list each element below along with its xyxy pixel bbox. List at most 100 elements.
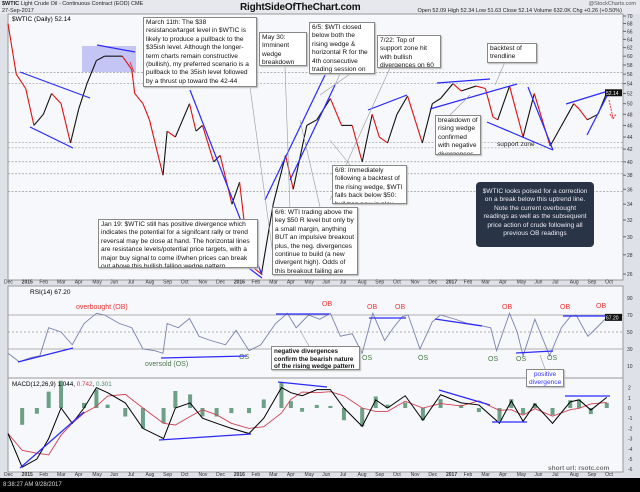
rsi-tick-label: 10	[627, 364, 633, 370]
date-tick-label: Sep	[587, 472, 596, 478]
ob-label: OB	[395, 304, 406, 311]
price-segment	[174, 103, 191, 138]
date-tick-label: Oct	[181, 472, 189, 478]
chart-date: 27-Sep-2017	[2, 8, 34, 14]
price-segment	[475, 85, 486, 90]
price-tick-label: 28	[627, 253, 633, 259]
date-tick-label: May	[305, 472, 315, 478]
ob-label: OB	[560, 304, 571, 311]
date-tick-label: Feb	[39, 280, 48, 286]
date-tick-label: Jul	[552, 472, 558, 478]
price-segment	[351, 125, 363, 162]
date-tick-label: Apr	[287, 472, 295, 478]
macd-tick-label: -3	[628, 437, 633, 443]
rsi-tick-label: 30	[627, 347, 633, 353]
macd-histogram-bar	[214, 408, 219, 417]
price-segment	[134, 93, 144, 105]
price-segment	[557, 103, 575, 132]
date-tick-label: Jun	[534, 472, 542, 478]
date-tick-label: 2015	[22, 280, 33, 286]
macd-histogram-bar	[403, 402, 408, 408]
price-segment	[432, 98, 441, 105]
price-segment	[396, 95, 409, 115]
callout-pointer	[329, 139, 351, 166]
annotation-march11: March 11th: The $38 resistance/target le…	[143, 17, 257, 87]
macd-tick-label: -2	[628, 426, 633, 432]
date-tick-label: Jul	[552, 280, 558, 286]
date-tick-label: Nov	[411, 280, 420, 286]
date-tick-label: May	[92, 280, 102, 286]
trendline	[19, 411, 85, 469]
date-tick-label: Jun	[322, 280, 330, 286]
macd-line	[7, 386, 608, 468]
callout-pointer	[284, 65, 291, 211]
rsi-tick-label: 50	[627, 330, 633, 336]
macd-histogram-bar	[314, 404, 319, 408]
date-tick-label: Dec	[216, 280, 225, 286]
macd-histogram-bar	[568, 400, 573, 408]
macd-tick-label: -5	[628, 457, 633, 463]
macd-histogram-bar	[420, 408, 425, 421]
trendline	[429, 83, 518, 110]
rsi-line	[7, 311, 608, 363]
macd-tick-label: 2	[628, 386, 631, 392]
macd-histogram-bar	[247, 408, 252, 414]
macd-histogram-bar	[123, 408, 128, 417]
macd-histogram-bar	[82, 402, 87, 408]
annotation-backtest: backtest of trendline	[487, 43, 537, 63]
price-segment	[378, 136, 388, 144]
timestamp-bar: 8:38:27 AM 9/28/2017	[0, 478, 640, 492]
date-tick-label: Oct	[181, 280, 189, 286]
date-tick-label: May	[305, 280, 315, 286]
date-tick-label: Aug	[145, 472, 154, 478]
price-tick-label: 34	[627, 202, 633, 208]
price-segment	[78, 83, 88, 110]
macd-tick-label: -1	[628, 416, 633, 422]
price-segment	[421, 103, 433, 144]
os-label: OS	[488, 356, 499, 363]
annotation-breakdown: breakdown of rising wedge confirmed with…	[435, 115, 481, 155]
annotation-jan19: Jan 19: $WTIC still has positive diverge…	[98, 219, 258, 268]
price-tick-label: 36	[627, 187, 633, 193]
date-tick-label: Oct	[605, 280, 613, 286]
date-tick-label: Jun	[322, 472, 330, 478]
macd-histogram-bar	[261, 399, 266, 408]
price-segment	[195, 125, 203, 132]
macd-histogram-bar	[385, 404, 390, 408]
macd-histogram-bar	[94, 389, 99, 408]
date-tick-label: Aug	[145, 280, 154, 286]
macd-histogram-bar	[476, 408, 481, 413]
callout-pointer	[299, 119, 321, 208]
trendline	[96, 44, 136, 53]
date-tick-label: 2017	[446, 280, 457, 286]
price-segment	[573, 103, 580, 110]
price-segment	[188, 103, 197, 132]
callout-pointer	[249, 86, 276, 271]
date-tick-label: Aug	[570, 472, 579, 478]
price-tick-label: 54	[627, 82, 633, 88]
ob-label: OB	[502, 304, 513, 311]
price-segment	[96, 55, 105, 62]
macd-histogram-bar	[200, 408, 205, 417]
macd-histogram-bar	[105, 404, 110, 408]
price-tick-label: 38	[627, 173, 633, 179]
date-tick-label: Apr	[499, 472, 507, 478]
trendline	[367, 94, 408, 111]
trendline	[277, 381, 328, 388]
macd-histogram-bar	[161, 408, 166, 424]
price-segment	[162, 131, 168, 176]
date-tick-label: Feb	[39, 472, 48, 478]
annotation-jun6: 6/6: WTI trading above the key $50 R lev…	[272, 207, 358, 275]
date-tick-label: Sep	[163, 280, 172, 286]
price-segment	[361, 114, 373, 162]
date-tick-label: Aug	[570, 280, 579, 286]
support-zone-label: support zone	[497, 141, 535, 148]
macd-histogram-bar	[288, 401, 293, 408]
rsi-tick-label: 90	[627, 296, 633, 302]
macd-histogram-bar	[328, 405, 333, 408]
trendline	[17, 347, 74, 363]
annotation-positive-divergence: positive divergence	[526, 369, 564, 387]
price-segment	[549, 130, 559, 147]
callout-pointer	[494, 61, 506, 86]
date-tick-label: Mar	[269, 472, 278, 478]
